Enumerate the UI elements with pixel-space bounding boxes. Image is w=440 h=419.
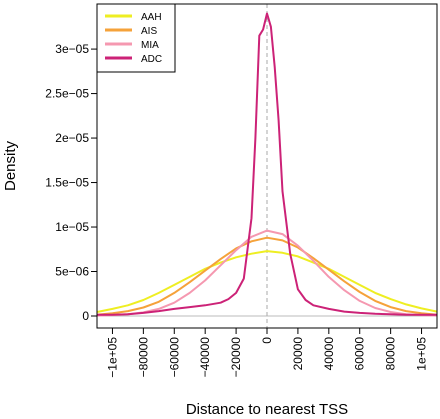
- x-tick-label: −1e+05: [105, 337, 119, 378]
- series-line-mia: [96, 229, 438, 317]
- y-tick-label: 3e−05: [55, 42, 89, 56]
- y-axis-title: Density: [2, 140, 19, 191]
- y-tick-label: 2.5e−05: [45, 87, 89, 101]
- x-tick-label: −40000: [198, 337, 212, 378]
- legend: AAH AIS MIA ADC: [96, 3, 176, 73]
- x-tick-label: 1e+05: [415, 337, 429, 371]
- x-axis-title: Distance to nearest TSS: [186, 401, 348, 418]
- x-tick-label: −20000: [229, 337, 243, 378]
- legend-box: [96, 3, 176, 73]
- x-tick-label: 0: [260, 337, 274, 344]
- x-tick-label: −60000: [167, 337, 181, 378]
- series-line-adc: [97, 12, 437, 316]
- y-tick-label: 5e−06: [55, 265, 89, 279]
- x-tick-label: 40000: [322, 337, 336, 371]
- x-tick-label: 80000: [384, 337, 398, 371]
- y-tick-label: 0: [82, 309, 89, 323]
- legend-label-adc: ADC: [141, 54, 162, 65]
- series-line-aah: [96, 250, 438, 313]
- y-tick-label: 2e−05: [55, 131, 89, 145]
- x-tick-label: −80000: [136, 337, 150, 378]
- y-tick-label: 1e−05: [55, 220, 89, 234]
- series-line-ais: [96, 236, 438, 316]
- legend-label-ais: AIS: [141, 26, 157, 37]
- y-tick-label: 1.5e−05: [45, 176, 89, 190]
- x-tick-label: 60000: [353, 337, 367, 371]
- series-lines: [96, 12, 438, 317]
- x-tick-label: 20000: [291, 337, 305, 371]
- legend-label-aah: AAH: [141, 12, 162, 23]
- legend-label-mia: MIA: [141, 40, 159, 51]
- y-axis: 0 5e−06 1e−05 1.5e−05 2e−05 2.5e−05 3e−05: [45, 42, 97, 323]
- reference-lines: [97, 4, 437, 328]
- x-axis: −1e+05 −80000 −60000 −40000 −20000 0 20000 4000…: [105, 328, 429, 378]
